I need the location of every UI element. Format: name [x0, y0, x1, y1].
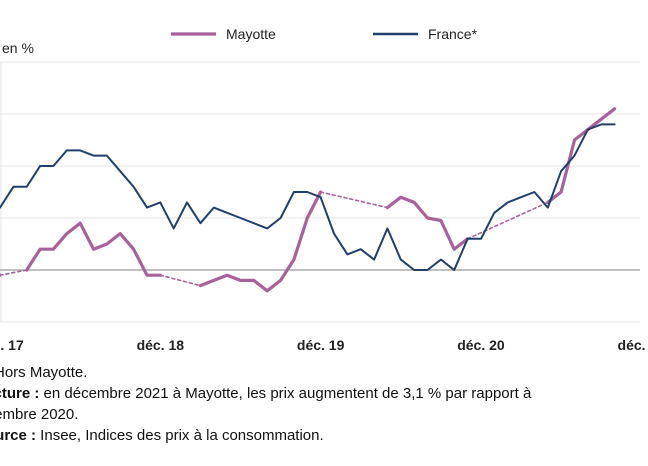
footnote-lecture: Lecture : en décembre 2021 à Mayotte, le… [0, 385, 532, 402]
series-mayotte-segment-dashed [319, 191, 389, 209]
series-mayotte-segment-dashed [466, 201, 549, 240]
x-tick-label: déc. 19 [297, 337, 345, 353]
series-mayotte [0, 107, 617, 293]
series-mayotte-segment-solid [25, 221, 162, 277]
y-unit-label: en % [2, 40, 34, 56]
series-layer [0, 107, 617, 293]
x-tick-label: déc. 17 [0, 337, 24, 353]
gridlines [0, 61, 640, 323]
series-mayotte-segment-dashed [159, 274, 202, 287]
series-france [0, 123, 616, 271]
footnote-lecture-cont: décembre 2020. [0, 406, 79, 423]
legend-label-france: France* [428, 26, 478, 42]
legend: Mayotte France* [171, 26, 478, 42]
series-mayotte-segment-solid [385, 195, 470, 251]
series-mayotte-segment-solid [546, 107, 617, 204]
series-mayotte-segment-dashed [0, 269, 28, 277]
x-tick-labels: déc. 17 déc. 18 déc. 19 déc. 20 déc. 21 [0, 337, 648, 353]
x-tick-label: déc. 20 [457, 337, 505, 353]
series-france-segment-solid [0, 123, 616, 271]
footnote-source: Source : Insee, Indices des prix à la co… [0, 427, 324, 444]
x-tick-label: déc. 18 [137, 337, 185, 353]
x-tick-label: déc. 21 [618, 337, 648, 353]
footnote-asterisk: * Hors Mayotte. [0, 364, 88, 381]
footnotes: * Hors Mayotte. Lecture : en décembre 20… [0, 362, 648, 446]
legend-label-mayotte: Mayotte [226, 26, 276, 42]
series-mayotte-segment-solid [198, 190, 323, 293]
